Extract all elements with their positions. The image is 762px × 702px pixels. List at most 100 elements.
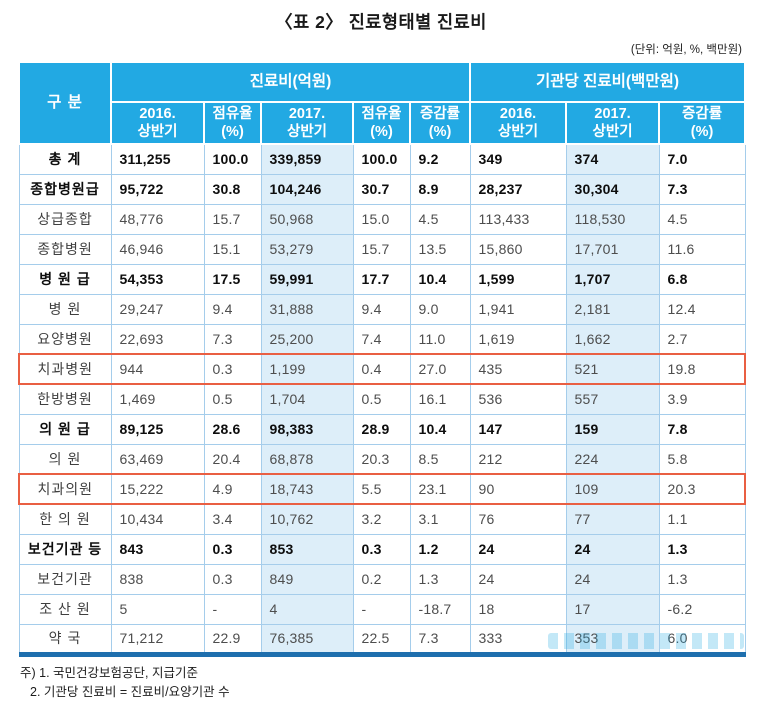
cell-value: 5.5 — [353, 474, 410, 504]
cell-value: 54,353 — [111, 264, 204, 294]
cell-value: 50,968 — [261, 204, 353, 234]
header-group-row: 구 분 진료비(억원) 기관당 진료비(백만원) — [19, 62, 745, 102]
cell-value: 1.2 — [410, 534, 470, 564]
cell-value: -6.2 — [659, 594, 745, 624]
footnotes: 주) 1. 국민건강보험공단, 지급기준 2. 기관당 진료비 = 진료비/요양… — [20, 664, 762, 702]
document-page: 〈표 2〉 진료형태별 진료비 (단위: 억원, %, 백만원) 구 분 진료비… — [0, 0, 762, 686]
cell-value: 7.8 — [659, 414, 745, 444]
cell-value: 90 — [470, 474, 566, 504]
cell-value: 15,222 — [111, 474, 204, 504]
cell-value: 147 — [470, 414, 566, 444]
cell-value: 3.4 — [204, 504, 261, 534]
cell-value: 17.5 — [204, 264, 261, 294]
cell-value: 7.4 — [353, 324, 410, 354]
cell-value: 76,385 — [261, 624, 353, 654]
cell-value: 7.3 — [204, 324, 261, 354]
group-header-per-institution: 기관당 진료비(백만원) — [470, 62, 745, 102]
sub-header-2016-h1: 2016. 상반기 — [111, 102, 204, 144]
cell-value: 212 — [470, 444, 566, 474]
cell-value: 5 — [111, 594, 204, 624]
cell-value: 3.1 — [410, 504, 470, 534]
cell-value: 0.5 — [204, 384, 261, 414]
cell-value: 24 — [470, 534, 566, 564]
cell-value: 7.0 — [659, 144, 745, 174]
row-label: 총 계 — [19, 144, 111, 174]
cell-value: 1,707 — [566, 264, 659, 294]
cell-value: 18 — [470, 594, 566, 624]
cell-value: 24 — [566, 534, 659, 564]
cell-value: 224 — [566, 444, 659, 474]
sub-header-per-inst-2016: 2016. 상반기 — [470, 102, 566, 144]
row-label: 병 원 급 — [19, 264, 111, 294]
cell-value: 22.5 — [353, 624, 410, 654]
cell-value: 15.7 — [204, 204, 261, 234]
row-label: 조 산 원 — [19, 594, 111, 624]
row-label: 요양병원 — [19, 324, 111, 354]
cell-value: 53,279 — [261, 234, 353, 264]
cell-value: 100.0 — [204, 144, 261, 174]
cell-value: 3.2 — [353, 504, 410, 534]
cell-value: 20.3 — [659, 474, 745, 504]
cell-value: 1.3 — [410, 564, 470, 594]
cell-value: 20.3 — [353, 444, 410, 474]
cell-value: 11.6 — [659, 234, 745, 264]
cell-value: 30,304 — [566, 174, 659, 204]
cell-value: 15.0 — [353, 204, 410, 234]
group-header-medical-expense: 진료비(억원) — [111, 62, 470, 102]
cell-value: 15,860 — [470, 234, 566, 264]
cell-value: 0.3 — [204, 564, 261, 594]
cell-value: 100.0 — [353, 144, 410, 174]
row-label: 병 원 — [19, 294, 111, 324]
cell-value: 8.9 — [410, 174, 470, 204]
cell-value: 9.0 — [410, 294, 470, 324]
cell-value: 46,946 — [111, 234, 204, 264]
cell-value: 5.8 — [659, 444, 745, 474]
cell-value: 24 — [470, 564, 566, 594]
cell-value: 159 — [566, 414, 659, 444]
cell-value: 1,619 — [470, 324, 566, 354]
cell-value: 98,383 — [261, 414, 353, 444]
cell-value: 10.4 — [410, 264, 470, 294]
cell-value: 0.3 — [204, 534, 261, 564]
cell-value: 63,469 — [111, 444, 204, 474]
row-label: 한 의 원 — [19, 504, 111, 534]
cell-value: 6.8 — [659, 264, 745, 294]
header-sub-row: 2016. 상반기 점유율 (%) 2017. 상반기 점유율 (%) 증감률 … — [19, 102, 745, 144]
cell-value: 9.4 — [353, 294, 410, 324]
cell-value: 76 — [470, 504, 566, 534]
cell-value: 30.8 — [204, 174, 261, 204]
cell-value: 28.9 — [353, 414, 410, 444]
cell-value: 13.5 — [410, 234, 470, 264]
row-label: 종합병원 — [19, 234, 111, 264]
cell-value: 29,247 — [111, 294, 204, 324]
cell-value: 0.4 — [353, 354, 410, 384]
cell-value: 30.7 — [353, 174, 410, 204]
cell-value: 2.7 — [659, 324, 745, 354]
cell-value: 31,888 — [261, 294, 353, 324]
cell-value: 17,701 — [566, 234, 659, 264]
cell-value: 843 — [111, 534, 204, 564]
row-label: 상급종합 — [19, 204, 111, 234]
cell-value: 89,125 — [111, 414, 204, 444]
cell-value: 849 — [261, 564, 353, 594]
cell-value: 7.3 — [659, 174, 745, 204]
cell-value: 1,599 — [470, 264, 566, 294]
cell-value: 10.4 — [410, 414, 470, 444]
cell-value: 15.7 — [353, 234, 410, 264]
cell-value: 3.9 — [659, 384, 745, 414]
cell-value: 4 — [261, 594, 353, 624]
cell-value: 9.2 — [410, 144, 470, 174]
cell-value: 1,941 — [470, 294, 566, 324]
cell-value: 7.3 — [410, 624, 470, 654]
cell-value: 353 — [566, 624, 659, 654]
cell-value: -18.7 — [410, 594, 470, 624]
cell-value: 333 — [470, 624, 566, 654]
cell-value: 557 — [566, 384, 659, 414]
cell-value: 853 — [261, 534, 353, 564]
